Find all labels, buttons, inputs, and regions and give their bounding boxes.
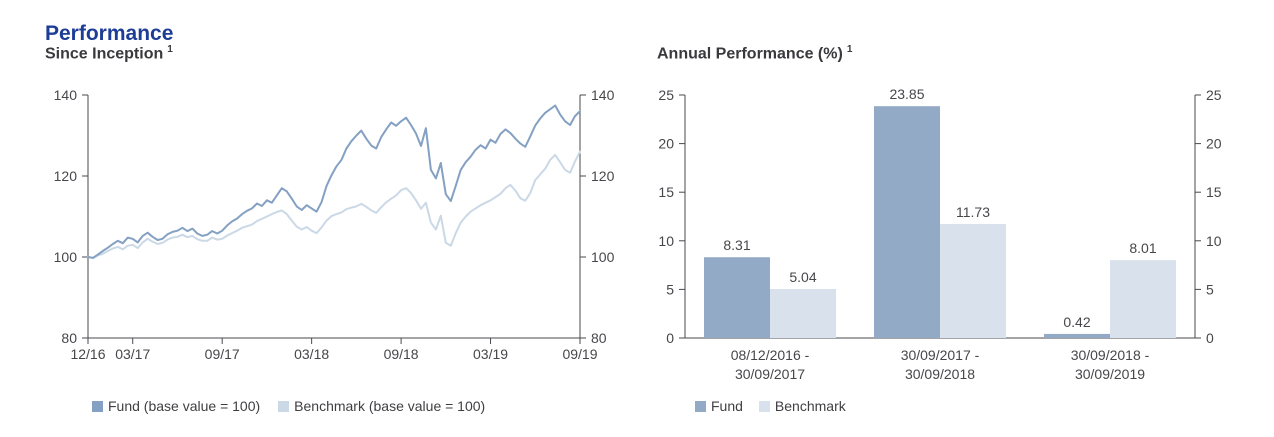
fund-swatch [92, 400, 103, 412]
fund-bar-value-label: 23.85 [889, 86, 924, 102]
y-tick-label-right: 5 [1206, 281, 1214, 297]
benchmark-bar-value-label: 8.01 [1129, 240, 1156, 256]
x-tick-label: 09/18 [384, 346, 419, 362]
fund-legend-label: Fund (base value = 100) [108, 398, 261, 414]
y-tick-label-right: 20 [1206, 136, 1222, 152]
bar-chart-title-text: Annual Performance (%) [657, 45, 843, 63]
bar-chart-legend: Fund Benchmark [695, 398, 846, 414]
category-label-line1: 30/09/2017 - [901, 347, 980, 363]
y-tick-label-left: 0 [666, 330, 674, 346]
bar-chart-footnote-marker: 1 [846, 44, 853, 55]
y-tick-label-left: 100 [54, 249, 78, 265]
y-tick-label-right: 0 [1206, 330, 1214, 346]
fund-bar-value-label: 8.31 [723, 237, 750, 253]
y-tick-label-right: 10 [1206, 233, 1222, 249]
legend-item-fund-bar: Fund [695, 398, 743, 414]
benchmark-bar-value-label: 11.73 [956, 204, 990, 220]
line-chart-title: Since Inception 1 [45, 44, 173, 63]
line-chart-title-text: Since Inception [45, 45, 164, 63]
fund-bar-swatch [695, 400, 706, 412]
benchmark-bar [940, 223, 1006, 338]
since-inception-line-chart: 80 80 100 100 120 120 140 140 12/16 03/17 09/17 03/… [54, 87, 615, 362]
x-tick-label: 03/17 [115, 346, 150, 362]
x-tick-label: 09/19 [562, 346, 597, 362]
x-tick-label: 03/18 [294, 346, 329, 362]
y-tick-label-left: 25 [658, 87, 674, 103]
benchmark-bar-legend-label: Benchmark [774, 398, 846, 414]
benchmark-bar [1110, 260, 1176, 338]
x-tick-label: 03/19 [473, 346, 508, 362]
line-chart-axes: 80 80 100 100 120 120 140 140 12/16 03/17 09/17 03/… [54, 87, 615, 362]
fund-bar-value-label: 0.42 [1063, 314, 1090, 330]
y-tick-label-left: 120 [54, 168, 78, 184]
y-tick-label-left: 5 [666, 281, 674, 297]
fund-bar-legend-label: Fund [711, 398, 743, 414]
y-tick-label-right: 80 [591, 330, 607, 346]
fund-bar [1044, 333, 1110, 338]
line-chart-legend: Fund (base value = 100) Benchmark (base … [92, 398, 485, 414]
x-tick-label: 12/16 [70, 346, 105, 362]
fund-line [87, 104, 581, 259]
bar-chart-title: Annual Performance (%) 1 [657, 44, 852, 63]
category-label-line1: 30/09/2018 - [1071, 347, 1150, 363]
y-tick-label-right: 120 [591, 168, 615, 184]
category-label-line1: 08/12/2016 - [731, 347, 810, 363]
y-tick-label-right: 100 [591, 249, 615, 265]
category-label-line2: 30/09/2018 [905, 366, 975, 382]
legend-item-benchmark-bar: Benchmark [758, 398, 846, 414]
y-tick-label-right: 15 [1206, 184, 1222, 200]
legend-item-fund: Fund (base value = 100) [92, 398, 260, 414]
benchmark-bar-value-label: 5.04 [789, 269, 816, 285]
fund-bar [704, 257, 770, 338]
legend-item-benchmark: Benchmark (base value = 100) [278, 398, 485, 414]
category-label-line2: 30/09/2019 [1075, 366, 1145, 382]
x-tick-label: 09/17 [205, 346, 240, 362]
y-tick-label-left: 80 [61, 330, 77, 346]
benchmark-bar-swatch [758, 400, 770, 412]
y-tick-label-right: 25 [1206, 87, 1222, 103]
y-tick-label-right: 140 [591, 87, 615, 103]
category-label-line2: 30/09/2017 [735, 366, 805, 382]
benchmark-bar [770, 289, 836, 338]
y-tick-label-left: 10 [658, 233, 674, 249]
page-title: Performance [45, 22, 174, 46]
fund-bar [874, 106, 940, 338]
benchmark-swatch [278, 400, 290, 412]
y-tick-label-left: 20 [658, 136, 674, 152]
annual-performance-bar-chart: 0 0 5 5 10 10 15 15 20 20 25 25 8.31 5.04 08/12/2016 -… [658, 86, 1222, 382]
benchmark-line [87, 150, 581, 260]
benchmark-legend-label: Benchmark (base value = 100) [294, 398, 486, 414]
y-tick-label-left: 15 [658, 184, 674, 200]
y-tick-label-left: 140 [54, 87, 78, 103]
line-chart-footnote-marker: 1 [167, 44, 173, 55]
